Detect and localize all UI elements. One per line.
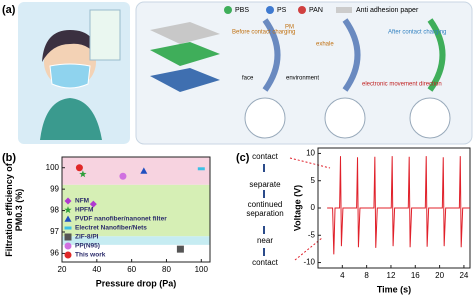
legend-label: HPFM xyxy=(75,207,93,214)
legend-icon xyxy=(336,7,352,13)
hair xyxy=(42,30,98,62)
filter-before xyxy=(262,18,281,92)
ps-pan-layer xyxy=(150,68,220,92)
y-tick-label: -5 xyxy=(308,230,316,239)
mask xyxy=(49,63,91,89)
panel-label: (a) xyxy=(2,4,16,16)
panel-label: (c) xyxy=(236,152,250,164)
filter-exhale xyxy=(342,18,361,92)
band xyxy=(62,157,210,185)
paper-layer xyxy=(150,22,220,44)
y-tick-label: 99 xyxy=(50,184,59,193)
y-tick-label: 0 xyxy=(311,203,316,212)
y-tick-label: 97 xyxy=(50,227,59,236)
legend-icon xyxy=(266,6,274,14)
legend-icon xyxy=(298,6,306,14)
x-tick-label: 16 xyxy=(411,271,420,280)
y-tick-label: 5 xyxy=(311,176,316,185)
x-tick-label: 4 xyxy=(340,271,345,280)
x-tick-label: 100 xyxy=(195,265,209,274)
voltage-line xyxy=(327,156,470,255)
x-tick-label: 20 xyxy=(58,265,67,274)
point xyxy=(75,164,83,172)
x-tick-label: 40 xyxy=(92,265,101,274)
y-tick-label: 100 xyxy=(46,163,60,172)
legend-item: Anti adhesion paper xyxy=(356,7,419,14)
legend-label: PP(N95) xyxy=(75,243,100,250)
annotation: PM xyxy=(285,25,294,31)
y-tick-label: 10 xyxy=(306,149,315,158)
x-tick-label: 20 xyxy=(435,271,444,280)
x-axis-label: Time (s) xyxy=(377,284,411,294)
x-tick-label: 80 xyxy=(162,265,171,274)
legend-marker xyxy=(64,233,72,241)
band xyxy=(62,184,210,237)
legend-label: PVDF nanofiber/nanonet filter xyxy=(75,216,167,223)
step-label: separate xyxy=(249,180,281,189)
x-tick-label: 8 xyxy=(364,271,369,280)
process-bg xyxy=(135,1,473,145)
point xyxy=(89,200,97,208)
panel-label: (b) xyxy=(2,152,16,164)
annotation: After contact charging xyxy=(388,30,446,36)
pbs-layer xyxy=(150,42,220,66)
filter-after xyxy=(427,18,446,92)
legend-marker xyxy=(64,226,72,230)
y-tick-label: 96 xyxy=(50,249,59,258)
band xyxy=(62,236,210,245)
point xyxy=(140,167,148,174)
legend-label: This work xyxy=(75,252,106,259)
step-label: continued separation xyxy=(246,200,284,218)
legend-marker xyxy=(64,197,72,205)
y-axis-label: Filtration efficiency of PM0.3 (%) xyxy=(4,162,24,257)
annotation: Before contact charging xyxy=(232,30,295,36)
body xyxy=(40,98,102,140)
y-tick-label: 98 xyxy=(50,206,59,215)
annotation: electronic movement direction xyxy=(362,82,442,88)
annotation: exhale xyxy=(316,42,334,48)
point xyxy=(197,167,205,171)
x-tick-label: 60 xyxy=(127,265,136,274)
legend-item: PS xyxy=(277,7,287,14)
legend-label: Electret Nanofiber/Nets xyxy=(75,225,147,232)
point xyxy=(79,170,87,178)
point xyxy=(176,245,184,253)
legend-marker xyxy=(64,251,72,259)
step-label: near xyxy=(256,236,273,245)
mask-detail xyxy=(89,9,121,61)
x-tick-label: 12 xyxy=(387,271,396,280)
y-axis-label: Voltage (V) xyxy=(292,185,302,231)
legend-marker xyxy=(64,206,72,214)
legend-item: PBS xyxy=(235,7,249,14)
annotation: environment xyxy=(286,76,319,82)
legend-marker xyxy=(64,215,72,222)
legend-item: PAN xyxy=(309,7,323,14)
annotation: face xyxy=(242,76,254,82)
legend-icon xyxy=(224,6,232,14)
x-axis-label: Pressure drop (Pa) xyxy=(96,278,177,288)
legend-label: NFM xyxy=(75,198,89,205)
y-tick-label: -10 xyxy=(303,258,315,267)
zoom-circle xyxy=(324,97,366,139)
plot-frame xyxy=(61,156,211,263)
point xyxy=(119,172,127,180)
zoom-circle xyxy=(409,97,451,139)
step-label: contact xyxy=(252,152,278,161)
step-label: contact xyxy=(252,258,278,267)
legend-marker xyxy=(64,242,72,250)
legend-label: ZIF-8/PI xyxy=(75,234,99,241)
x-tick-label: 24 xyxy=(459,271,468,280)
zoom-circle xyxy=(244,97,286,139)
